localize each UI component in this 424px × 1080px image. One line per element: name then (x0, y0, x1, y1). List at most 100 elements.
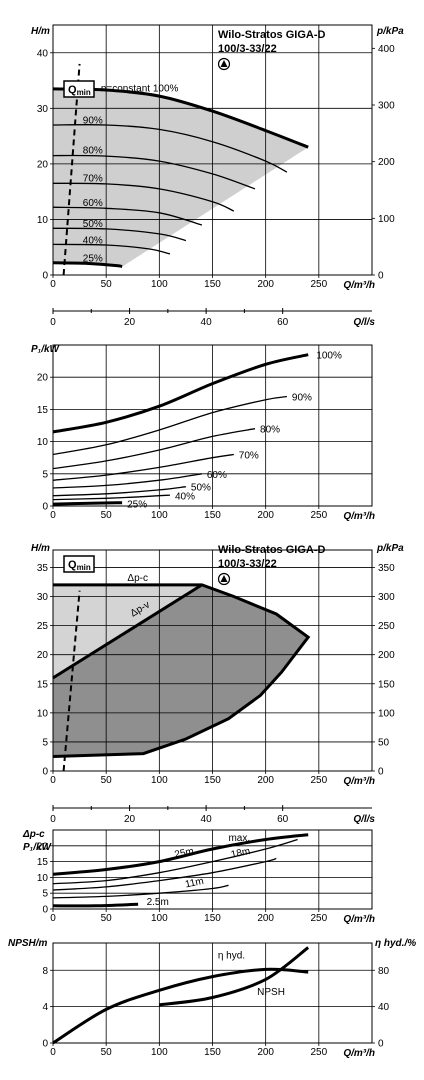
tick-label-y: 10 (37, 437, 49, 448)
tick-label-y2: 200 (378, 650, 395, 661)
series-line-5 (52, 486, 186, 497)
tick-label-y2: 400 (378, 44, 395, 55)
tick-label-y: 15 (37, 857, 49, 868)
series-line-6 (52, 243, 171, 255)
series-line-1 (52, 395, 288, 456)
series-label-5: 50% (83, 219, 103, 230)
tick-label-y: 0 (42, 905, 48, 916)
tick-label-x2: 40 (201, 814, 213, 825)
series-label-2: 80% (83, 146, 103, 157)
series-line-1 (52, 124, 288, 173)
y-axis-label: H/m (31, 26, 50, 37)
y-axis-label: Δp-c (22, 829, 45, 840)
y2-axis-label: η hyd./% (375, 938, 416, 949)
series-label-1: 25m (174, 846, 195, 861)
tick-label-x: 200 (257, 1047, 274, 1058)
series-line-4 (52, 902, 139, 908)
chart-dpc-power: 0 50 100 150 200 250 0 5 10 15 20 Q/m³/h Δp-c P₁/kW ma… (22, 829, 375, 925)
outer-curve (52, 583, 311, 758)
series-line-1 (52, 838, 298, 885)
series-label-2: 80% (260, 425, 280, 436)
tick-label-y2: 300 (378, 101, 395, 112)
series-label-6: 40% (175, 492, 195, 503)
tick-label-x: 200 (257, 775, 274, 786)
logo-triangle (220, 575, 228, 582)
tick-label-y2: 200 (378, 157, 395, 168)
series-label-0: max. (228, 833, 250, 844)
tick-label-x: 150 (204, 1047, 221, 1058)
operating-area (53, 88, 309, 267)
series-label-0: 100% (316, 351, 342, 362)
tick-label-y: 15 (37, 679, 49, 690)
tick-label-x: 100 (151, 279, 168, 290)
wilo-logo-icon (217, 57, 231, 71)
tick-label-y2: 80 (378, 966, 390, 977)
chart-subtitle: 100/3-33/22 (218, 43, 277, 55)
tick-label-y: 25 (37, 621, 49, 632)
series-label-4: 2.5m (147, 897, 169, 908)
series-label-7: 25% (83, 253, 103, 264)
tick-label-y: 8 (42, 966, 48, 977)
tick-label-y: 10 (37, 215, 49, 226)
tick-label-x: 200 (257, 279, 274, 290)
qmin-box (63, 555, 95, 573)
series-line-5 (52, 227, 187, 242)
tick-label-y: 10 (37, 708, 49, 719)
tick-label-y: 15 (37, 405, 49, 416)
tick-label-x: 150 (204, 510, 221, 521)
qmin-label: Qmin (68, 559, 91, 572)
x-axis-label: Q/m³/h (343, 280, 375, 291)
series-label-3: 11m (184, 876, 205, 891)
tick-label-x2: 60 (277, 814, 289, 825)
tick-label-x2: 20 (124, 814, 136, 825)
tick-label-x: 250 (310, 510, 327, 521)
chart-head-curves: 0 50 100 150 200 2500102030400100200300400Q/m… (31, 24, 404, 328)
series-line-7 (52, 501, 123, 506)
logo-triangle (220, 60, 228, 67)
x-axis-label: Q/m³/h (343, 511, 375, 522)
chart-title: Wilo-Stratos GIGA-D (218, 544, 326, 556)
tick-label-x2: 40 (201, 317, 213, 328)
tick-label-y2: 0 (378, 271, 384, 282)
series-line-4 (52, 473, 202, 489)
tick-label-y2: 250 (378, 621, 395, 632)
tick-label-y: 20 (37, 159, 49, 170)
tick-label-x: 50 (101, 510, 113, 521)
tick-label-x: 250 (310, 1047, 327, 1058)
y2-axis-label: p/kPa (376, 26, 404, 37)
x-axis-label: Q/m³/h (343, 776, 375, 787)
chart-title: Wilo-Stratos GIGA-D (218, 29, 326, 41)
tick-label-x: 0 (50, 510, 56, 521)
series-line-6 (52, 494, 171, 501)
tick-label-y: 20 (37, 841, 49, 852)
wilo-logo-icon (217, 572, 231, 586)
tick-label-x: 50 (101, 913, 113, 924)
tick-label-y: 5 (42, 889, 48, 900)
qmin-subscript: min (77, 88, 91, 97)
series-line-2 (52, 428, 256, 470)
tick-label-x: 0 (50, 775, 56, 786)
tick-label-x: 100 (151, 913, 168, 924)
tick-label-y2: 0 (378, 1039, 384, 1050)
x-axis-label: Q/m³/h (343, 914, 375, 925)
tick-label-y: 0 (42, 502, 48, 513)
series-line-3 (52, 182, 235, 212)
x-axis-label: Q/m³/h (343, 1048, 375, 1059)
logo-ring (217, 572, 231, 586)
tick-label-x: 250 (310, 279, 327, 290)
series-line-0 (52, 353, 309, 434)
tick-label-y2: 0 (378, 767, 384, 778)
tick-label-y: 20 (37, 650, 49, 661)
tick-label-y: 5 (42, 469, 48, 480)
tick-label-x: 100 (151, 1047, 168, 1058)
series-line-3 (52, 884, 229, 899)
qmin-line (62, 63, 81, 276)
tick-label-x: 50 (101, 279, 113, 290)
tick-label-y: 35 (37, 563, 49, 574)
tick-label-x: 250 (310, 913, 327, 924)
tick-label-x: 150 (204, 913, 221, 924)
series-label-1: NPSH (257, 987, 285, 998)
tick-label-y2: 100 (378, 214, 395, 225)
